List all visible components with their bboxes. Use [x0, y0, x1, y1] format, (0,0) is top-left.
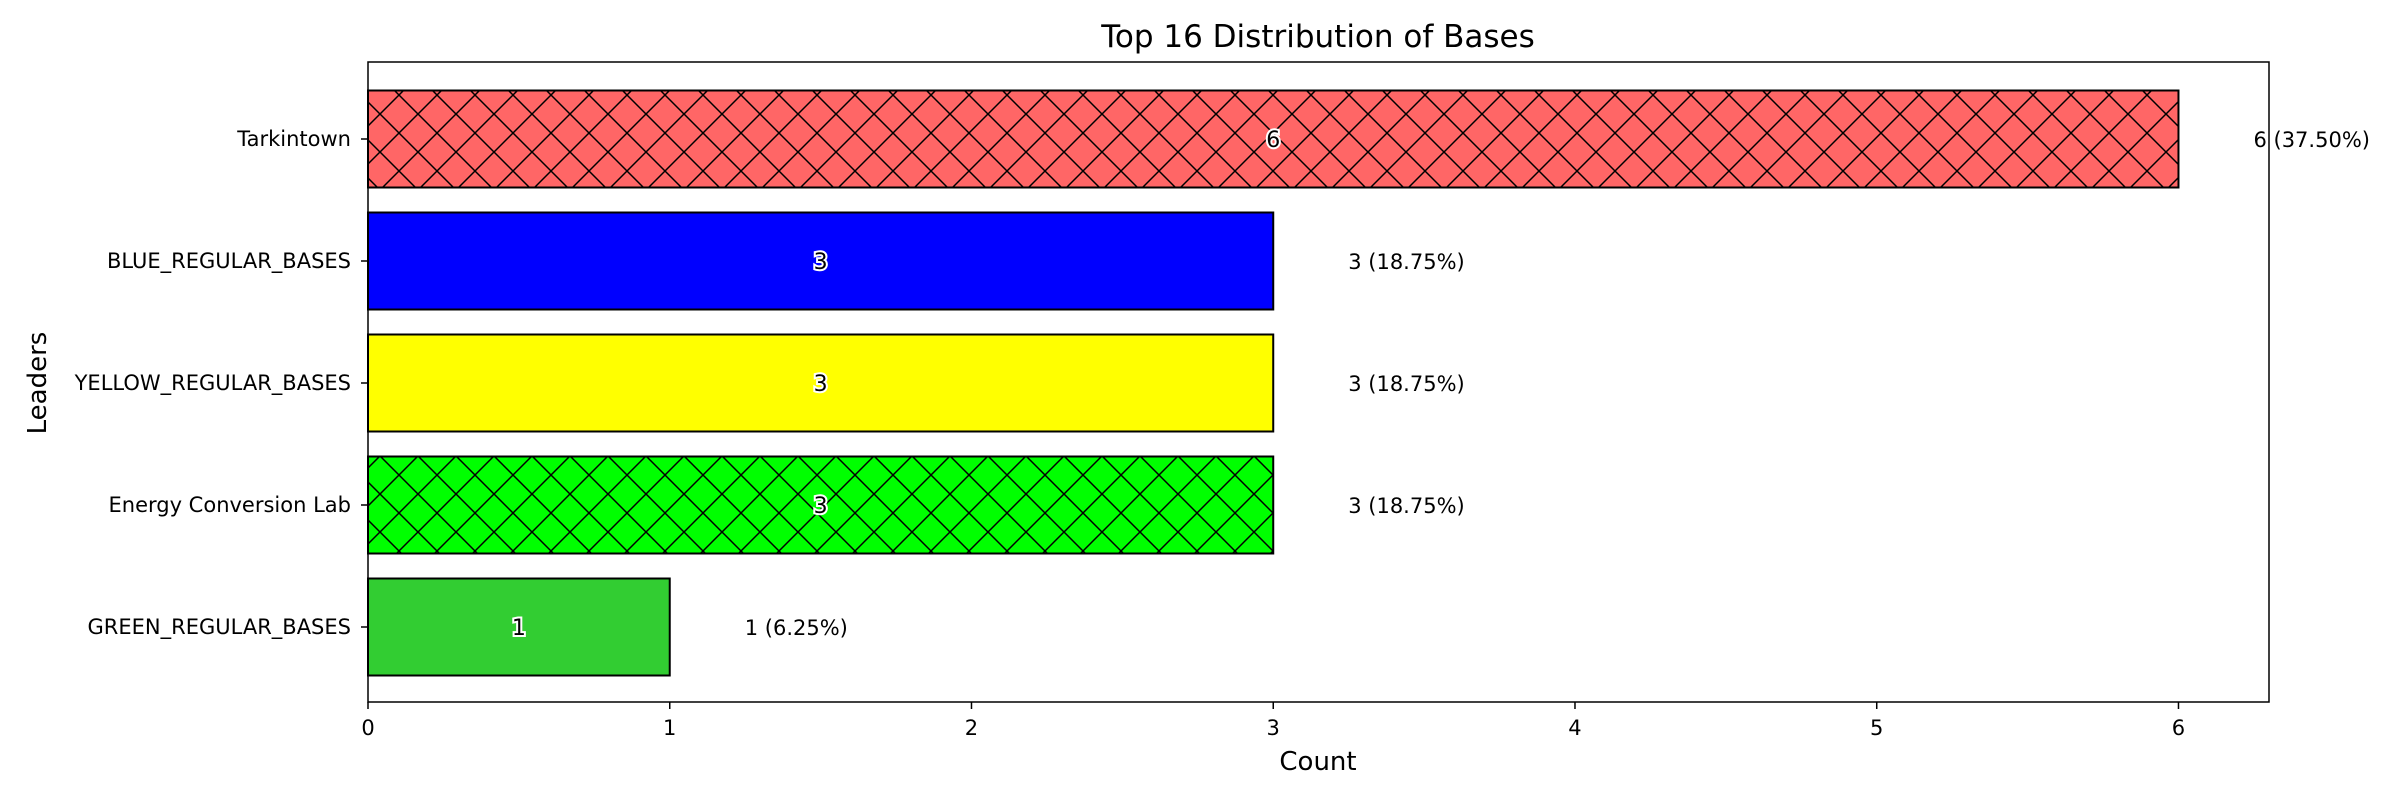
bar: [368, 334, 1274, 432]
x-tick-label: 6: [2172, 716, 2185, 740]
bar-value-label: 3: [814, 372, 828, 397]
bar-annotation: 3 (18.75%): [1348, 372, 1465, 396]
x-axis-label: Count: [1279, 747, 1356, 777]
y-axis: Tarkintown BLUE_REGULAR_BASES YELLOW_REGUL…: [74, 127, 368, 640]
y-tick-label: Tarkintown: [236, 127, 351, 151]
y-tick-label: GREEN_REGULAR_BASES: [88, 615, 351, 640]
x-tick-label: 1: [663, 716, 676, 740]
bar-hatch: [368, 456, 1274, 554]
bar-hatch: [368, 90, 2179, 188]
x-tick-label: 5: [1870, 716, 1883, 740]
bar-value-label: 3: [814, 494, 828, 519]
plot-area-frame: [367, 61, 2270, 703]
bar-value-label: 1: [512, 616, 526, 641]
y-tick-label: YELLOW_REGULAR_BASES: [74, 371, 351, 396]
bar-annotation: 6 (37.50%): [2253, 128, 2370, 152]
x-tick-label: 4: [1568, 716, 1581, 740]
bar: [368, 212, 1274, 310]
bar-value-label: 6: [1266, 128, 1280, 153]
x-axis: 0 1 2 3 4 5 6: [361, 702, 2185, 740]
bar-value-label: 3: [814, 250, 828, 275]
y-tick-label: Energy Conversion Lab: [108, 493, 351, 517]
bar-annotation: 3 (18.75%): [1348, 494, 1465, 518]
y-axis-label: Leaders: [23, 332, 53, 435]
x-tick-label: 2: [965, 716, 978, 740]
chart-title: Top 16 Distribution of Bases: [1100, 19, 1535, 55]
bar-annotation: 3 (18.75%): [1348, 250, 1465, 274]
x-tick-label: 3: [1267, 716, 1280, 740]
bars-layer: 6 6 (37.50%) 3 3 (18.75%) 3 3 (18.75%) 3 3 (18.…: [367, 89, 2370, 677]
bar-annotation: 1 (6.25%): [745, 616, 848, 640]
y-tick-label: BLUE_REGULAR_BASES: [107, 249, 351, 274]
bar: [368, 578, 670, 676]
x-tick-label: 0: [361, 716, 374, 740]
